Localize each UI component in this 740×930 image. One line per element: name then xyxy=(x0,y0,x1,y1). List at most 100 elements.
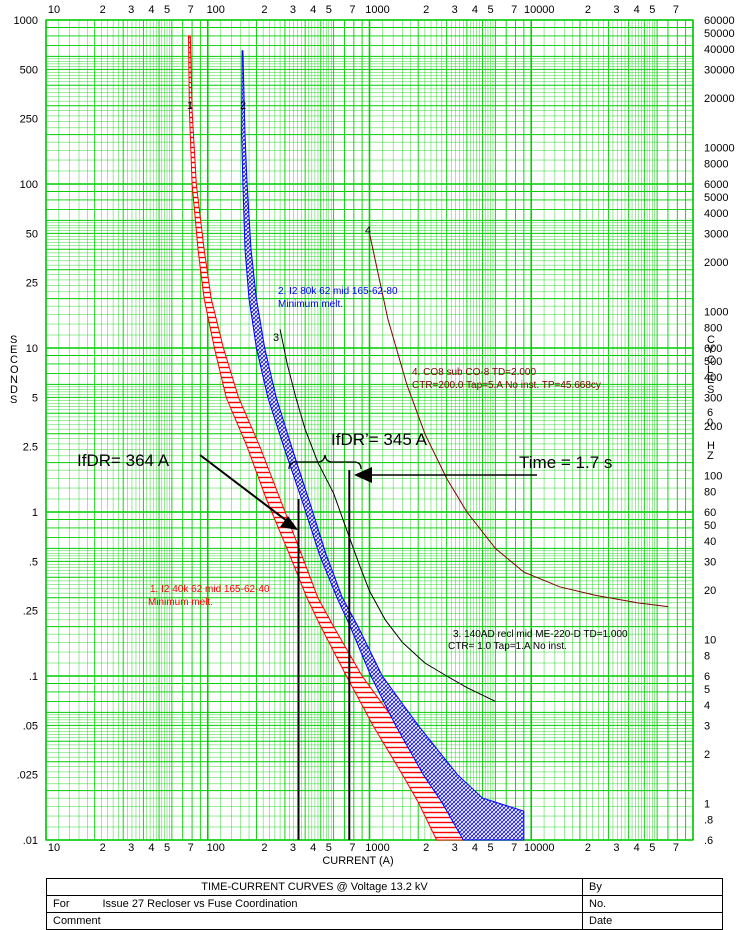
x-tick-bottom: 7 xyxy=(673,842,679,854)
y-tick-right: 1 xyxy=(704,799,710,811)
y-tick-left: 1 xyxy=(32,507,38,519)
x-tick-top: 7 xyxy=(673,4,679,16)
y-tick-right: 20 xyxy=(704,585,716,597)
x-tick-top: 4 xyxy=(148,4,154,16)
curve-2-label: 2. I2 80k 62 mid 165-62-80 xyxy=(278,286,398,297)
x-tick-bottom: 3 xyxy=(613,842,619,854)
x-tick-top: 1000 xyxy=(365,4,389,16)
y-tick-left: 1000 xyxy=(14,15,38,27)
title-block: TIME-CURRENT CURVES @ Voltage 13.2 kV By… xyxy=(46,878,723,930)
ifdr-prime-annotation: IfDR’= 345 A xyxy=(331,430,428,449)
x-tick-bottom: 5 xyxy=(164,842,170,854)
x-tick-bottom: 1000 xyxy=(365,842,389,854)
x-tick-bottom: 2 xyxy=(261,842,267,854)
y-tick-right: 50 xyxy=(704,520,716,532)
x-tick-top: 10000 xyxy=(524,4,555,16)
x-tick-top: 2 xyxy=(261,4,267,16)
y-tick-right: 2000 xyxy=(704,257,728,269)
y-tick-right: 800 xyxy=(704,323,722,335)
y-tick-left: .01 xyxy=(23,835,38,847)
x-tick-bottom: 2 xyxy=(100,842,106,854)
y-tick-left: .5 xyxy=(29,556,38,568)
x-tick-bottom: 3 xyxy=(128,842,134,854)
y-tick-left: .1 xyxy=(29,671,38,683)
y-tick-right: 3000 xyxy=(704,228,728,240)
x-tick-bottom: 10000 xyxy=(524,842,555,854)
y-tick-right: 4 xyxy=(704,700,710,712)
tick-labels: 1010223344557710010022334455771000100022… xyxy=(14,4,735,854)
x-tick-bottom: 4 xyxy=(310,842,316,854)
x-tick-top: 5 xyxy=(326,4,332,16)
x-tick-top: 3 xyxy=(128,4,134,16)
y-tick-right: 8000 xyxy=(704,159,728,171)
x-tick-bottom: 4 xyxy=(472,842,478,854)
ifdr-arrow-shaft xyxy=(199,454,288,522)
x-tick-top: 3 xyxy=(452,4,458,16)
curve-1-number: 1 xyxy=(187,100,193,112)
y-tick-left: 100 xyxy=(20,179,38,191)
curve-1-label: 1. I2 40k 62 mid 165-62-40 xyxy=(150,584,270,595)
time-current-chart: 1010223344557710010022334455771000100022… xyxy=(10,4,735,867)
x-tick-top: 4 xyxy=(310,4,316,16)
curve-3-sublabel: CTR= 1.0 Tap=1.A No inst. xyxy=(448,641,567,652)
curve-4-sublabel: CTR=200.0 Tap=5.A No inst. TP=45.668cy xyxy=(412,380,601,391)
x-tick-bottom: 10 xyxy=(48,842,60,854)
for-label: For xyxy=(53,898,70,910)
x-tick-bottom: 2 xyxy=(423,842,429,854)
y-tick-right: 10 xyxy=(704,635,716,647)
x-tick-top: 2 xyxy=(100,4,106,16)
y-tick-right: 500 xyxy=(704,356,722,368)
curve-3-label: 3. 140AD recl mid ME-220-D TD=1.000 xyxy=(453,629,628,640)
x-tick-bottom: 4 xyxy=(634,842,640,854)
ifdr-annotation: IfDR= 364 A xyxy=(77,451,170,470)
x-tick-bottom: 5 xyxy=(649,842,655,854)
y-tick-right: 30 xyxy=(704,556,716,568)
curve-2-number: 2 xyxy=(240,100,246,112)
y-tick-left: .025 xyxy=(17,770,38,782)
y-tick-right: 40 xyxy=(704,536,716,548)
y-tick-right: .6 xyxy=(704,835,713,847)
curve-2-sublabel: Minimum melt. xyxy=(278,299,343,310)
curve-2-band xyxy=(241,50,525,841)
title-block-comment[interactable]: Comment xyxy=(46,912,583,930)
y-tick-right: 300 xyxy=(704,392,722,404)
x-tick-bottom: 3 xyxy=(452,842,458,854)
y-tick-right: 5 xyxy=(704,684,710,696)
x-tick-bottom: 7 xyxy=(511,842,517,854)
y-tick-right: 6 xyxy=(704,671,710,683)
title-block-date[interactable]: Date xyxy=(582,912,723,930)
x-axis-title: CURRENT (A) xyxy=(322,855,393,867)
x-tick-bottom: 5 xyxy=(487,842,493,854)
curve-3-line xyxy=(279,329,496,702)
x-tick-bottom: 100 xyxy=(207,842,225,854)
curve-3-number: 3 xyxy=(273,332,279,344)
title-block-no[interactable]: No. xyxy=(582,895,723,913)
x-tick-bottom: 5 xyxy=(326,842,332,854)
y-tick-right: 80 xyxy=(704,487,716,499)
x-tick-top: 7 xyxy=(349,4,355,16)
x-tick-top: 2 xyxy=(585,4,591,16)
x-tick-bottom: 7 xyxy=(349,842,355,854)
y-tick-right: 600 xyxy=(704,343,722,355)
x-tick-top: 3 xyxy=(613,4,619,16)
y-tick-left: .25 xyxy=(23,606,38,618)
x-tick-top: 4 xyxy=(472,4,478,16)
y-tick-right: 2 xyxy=(704,749,710,761)
ifdr-arrow-head xyxy=(280,516,298,530)
y-tick-right: 4000 xyxy=(704,208,728,220)
y-tick-right: 10000 xyxy=(704,143,735,155)
title-block-by[interactable]: By xyxy=(582,878,723,896)
title-block-for[interactable]: For Issue 27 Recloser vs Fuse Coordinatio… xyxy=(46,895,583,913)
y-tick-right: 50000 xyxy=(704,28,735,40)
y-tick-right: 8 xyxy=(704,651,710,663)
title-block-title: TIME-CURRENT CURVES @ Voltage 13.2 kV xyxy=(46,878,583,896)
x-tick-bottom: 4 xyxy=(148,842,154,854)
x-tick-top: 7 xyxy=(188,4,194,16)
y-tick-left: .05 xyxy=(23,720,38,732)
x-tick-top: 5 xyxy=(487,4,493,16)
y-tick-right: 400 xyxy=(704,372,722,384)
curve-4-label: 4. CO8 sub CO-8 TD=2.000 xyxy=(412,367,536,378)
x-tick-top: 4 xyxy=(634,4,640,16)
